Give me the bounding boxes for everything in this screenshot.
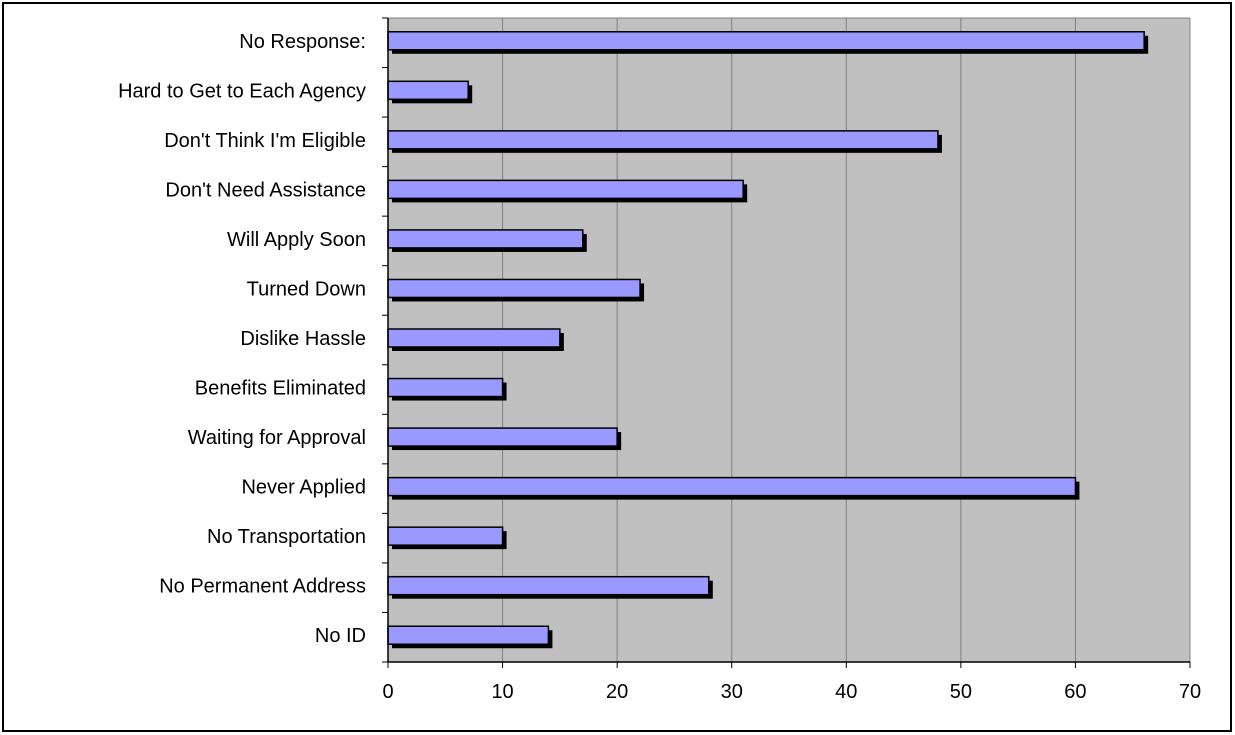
category-label: No Permanent Address [159, 576, 366, 598]
bar-4 [387, 229, 584, 249]
bar-3 [387, 179, 744, 200]
category-label: Dislike Hassle [240, 328, 366, 350]
category-label: Never Applied [241, 477, 366, 499]
bar-8 [387, 427, 618, 447]
category-label: Turned Down [247, 278, 366, 300]
category-label: Don't Need Assistance [165, 179, 366, 201]
bar-11 [387, 575, 710, 596]
category-label: No Response: [239, 31, 366, 53]
bar-0 [387, 31, 1145, 51]
bar-10 [387, 526, 504, 546]
x-tick-label: 70 [1179, 681, 1201, 703]
category-label: Will Apply Soon [227, 229, 366, 251]
x-tick-label: 60 [1064, 681, 1086, 703]
category-label: Don't Think I'm Eligible [164, 130, 366, 152]
bar-1 [387, 80, 469, 101]
bar-chart: 0 10 20 30 40 50 60 70 No Response: Hard to Get t… [118, 17, 1201, 703]
bar-7 [387, 377, 504, 398]
category-label: No ID [315, 625, 366, 647]
x-tick-label: 40 [835, 681, 857, 703]
category-label: Waiting for Approval [188, 427, 366, 449]
x-tick-label: 30 [721, 681, 743, 703]
bar-9 [387, 476, 1077, 497]
category-label: Hard to Get to Each Agency [118, 80, 366, 102]
x-tick-label: 20 [606, 681, 628, 703]
category-label: No Transportation [207, 526, 366, 548]
x-tick-label: 0 [382, 681, 393, 703]
bar-2 [387, 130, 939, 150]
bar-12 [387, 625, 550, 645]
bar-5 [387, 278, 641, 299]
x-tick-label: 50 [950, 681, 972, 703]
x-tick-label: 10 [491, 681, 513, 703]
category-label: Benefits Eliminated [195, 378, 366, 400]
bar-6 [387, 328, 561, 348]
